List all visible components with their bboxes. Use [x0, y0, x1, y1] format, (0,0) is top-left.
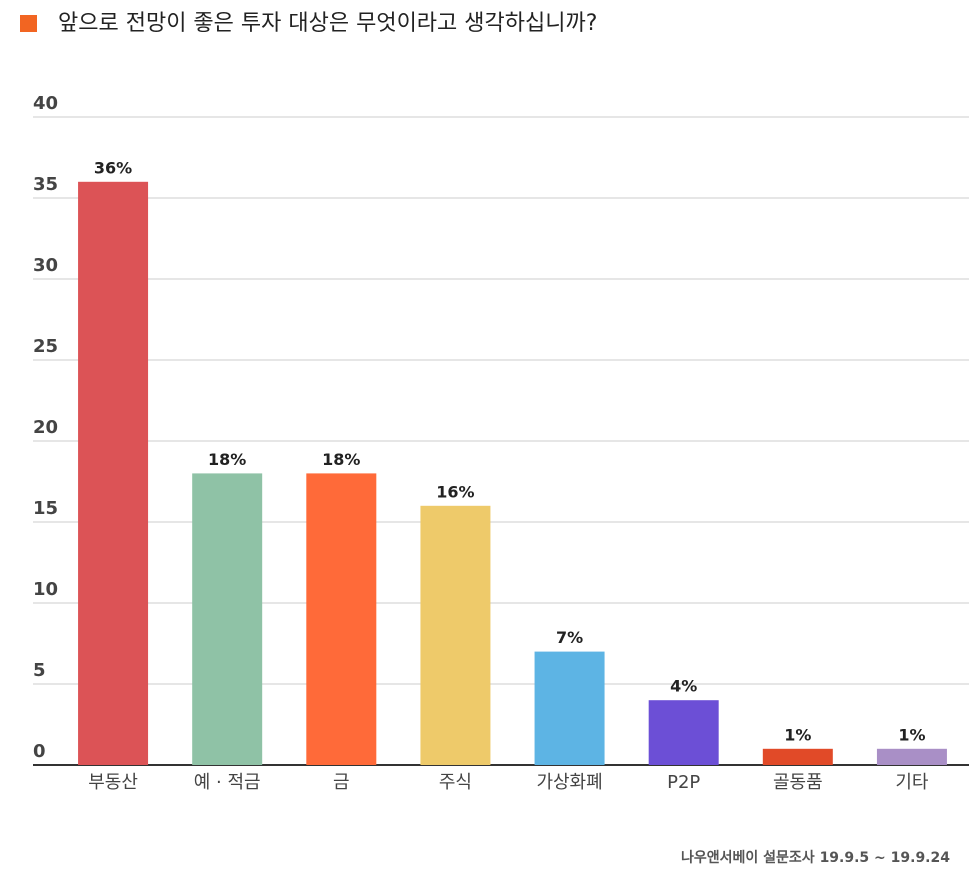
y-tick-label: 40: [33, 93, 58, 114]
bar: [192, 473, 263, 765]
bar: [420, 505, 491, 765]
x-tick-label: 골동품: [773, 772, 823, 793]
chart-title: 앞으로 전망이 좋은 투자 대상은 무엇이라고 생각하십니까?: [58, 11, 597, 36]
bar: [534, 651, 605, 765]
x-tick-label: P2P: [667, 772, 700, 793]
x-tick-label: 예 · 적금: [194, 772, 261, 793]
y-tick-label: 10: [33, 579, 58, 600]
y-tick-label: 0: [33, 741, 46, 762]
y-tick-label: 5: [33, 660, 46, 681]
value-label: 16%: [436, 482, 474, 501]
bar: [78, 181, 149, 766]
y-tick-label: 30: [33, 255, 58, 276]
value-label: 36%: [94, 158, 132, 177]
title-marker: [20, 15, 37, 32]
x-tick-label: 금: [333, 772, 350, 793]
y-tick-label: 15: [33, 498, 58, 519]
x-tick-label: 부동산: [88, 772, 138, 793]
x-tick-label: 주식: [439, 772, 472, 793]
value-label: 4%: [670, 677, 697, 696]
bar: [876, 748, 947, 765]
source: 나우앤서베이 설문조사 19.9.5 ~ 19.9.24: [681, 849, 950, 866]
value-label: 1%: [898, 725, 925, 744]
value-label: 1%: [784, 725, 811, 744]
x-tick-label: 기타: [895, 772, 929, 793]
bar: [306, 473, 377, 765]
y-tick-label: 20: [33, 417, 58, 438]
value-label: 18%: [208, 450, 246, 469]
value-label: 18%: [322, 450, 360, 469]
y-tick-label: 25: [33, 336, 58, 357]
bar: [762, 748, 833, 765]
x-tick-label: 가상화폐: [536, 772, 602, 793]
value-label: 7%: [556, 628, 583, 647]
y-tick-label: 35: [33, 174, 58, 195]
bar: [648, 700, 719, 765]
